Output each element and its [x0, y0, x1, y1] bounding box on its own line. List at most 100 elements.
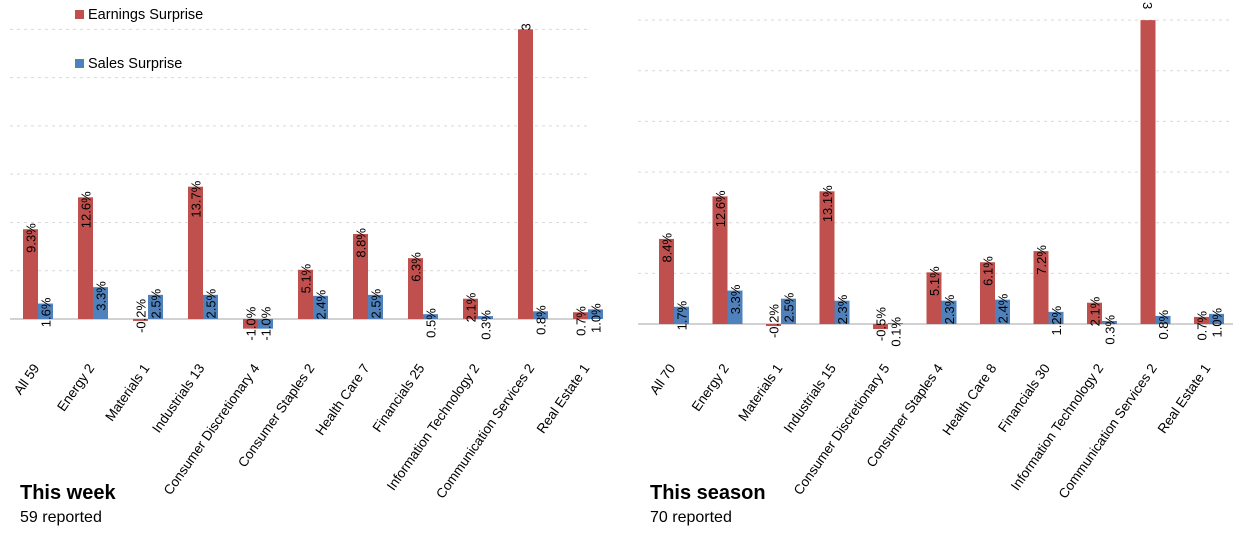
tick-label: Materials 1 — [735, 361, 785, 424]
data-label-sales: 1.0% — [589, 303, 604, 333]
bar-sales — [533, 311, 548, 319]
legend: Earnings Surprise Sales Surprise — [75, 7, 203, 72]
bar-sales — [478, 316, 493, 319]
data-label-sales: 0.8% — [534, 305, 549, 335]
data-label-sales: 0.3% — [1103, 315, 1118, 345]
legend-label-earnings: Earnings Surprise — [88, 7, 203, 23]
data-label-earnings: -0.2% — [134, 299, 149, 333]
bar-earnings — [1140, 20, 1156, 325]
data-label-earnings: -0.5% — [874, 307, 889, 341]
data-label-earnings: 9.3% — [24, 223, 39, 253]
bar-sales — [941, 300, 957, 324]
data-label-sales: 2.4% — [314, 289, 329, 319]
chart-title: This week — [20, 482, 116, 504]
tick-label: Financials 30 — [995, 361, 1053, 435]
bar-sales — [588, 309, 603, 319]
data-label-sales: 2.3% — [942, 294, 957, 324]
data-label-sales: 1.7% — [675, 300, 690, 330]
data-label-earnings: -0.2% — [767, 304, 782, 338]
data-label-sales: 1.6% — [39, 297, 54, 327]
bar-earnings — [243, 319, 258, 329]
chart-title: This season — [650, 482, 766, 504]
bar-earnings — [408, 258, 423, 319]
bar-sales — [423, 314, 438, 319]
bar-earnings — [926, 272, 942, 324]
tick-label: All 70 — [647, 361, 679, 397]
tick-label: Information Technology 2 — [384, 361, 483, 493]
data-label-sales: 2.5% — [782, 292, 797, 322]
data-label-earnings: 13.7% — [189, 180, 204, 217]
bar-sales — [674, 306, 689, 324]
data-label-earnings: 13.1% — [820, 185, 835, 222]
data-label-earnings: 6.3% — [409, 252, 424, 282]
legend-label-sales: Sales Surprise — [88, 56, 182, 72]
bar-earnings — [819, 191, 835, 324]
tick-label: Health Care 8 — [939, 361, 999, 438]
bar-earnings — [980, 262, 995, 324]
tick-label: Materials 1 — [102, 361, 152, 424]
data-label-earnings: 0.7% — [574, 306, 589, 336]
chart-subtitle: 59 reported — [20, 509, 102, 526]
bar-earnings — [463, 298, 478, 319]
tick-label: Real Estate 1 — [534, 361, 593, 436]
tick-label: Energy 2 — [689, 361, 732, 414]
bar-earnings — [353, 234, 368, 319]
bar-earnings — [1087, 302, 1102, 324]
data-label-sales: 0.8% — [1156, 309, 1171, 339]
data-label-earnings: 3 — [519, 23, 534, 30]
tick-label: Communication Services 2 — [433, 361, 537, 501]
bar-earnings — [23, 229, 38, 319]
data-label-sales: 2.5% — [149, 288, 164, 318]
bar-earnings — [518, 29, 533, 319]
bar-sales — [38, 303, 53, 319]
tick-label: All 59 — [11, 361, 43, 397]
data-label-sales: 2.4% — [996, 293, 1011, 323]
data-label-sales: 0.5% — [424, 308, 439, 338]
legend-swatch-sales — [75, 59, 84, 68]
data-label-sales: 2.3% — [835, 294, 850, 324]
data-label-earnings: 0.7% — [1195, 310, 1210, 340]
data-label-earnings: 3 — [1140, 2, 1155, 9]
data-label-earnings: 5.1% — [299, 263, 314, 293]
bar-sales — [781, 298, 796, 324]
bar-sales — [1048, 311, 1064, 324]
bar-sales — [368, 294, 383, 319]
bar-sales — [258, 319, 273, 329]
data-label-earnings: 2.1% — [1088, 296, 1103, 326]
data-label-earnings: 2.1% — [464, 292, 479, 322]
bar-earnings — [78, 197, 93, 319]
bar-sales — [995, 299, 1010, 324]
tick-label: Financials 25 — [370, 361, 428, 435]
data-label-sales: 0.1% — [889, 317, 904, 347]
tick-label: Consumer Discretionary 5 — [791, 361, 893, 497]
data-label-earnings: 8.8% — [354, 228, 369, 258]
bar-earnings — [133, 319, 148, 321]
bar-sales — [888, 322, 903, 324]
bar-sales — [93, 287, 108, 319]
bar-earnings — [659, 238, 674, 324]
bar-earnings — [1194, 316, 1209, 324]
bar-earnings — [766, 324, 781, 327]
bar-sales — [1102, 320, 1117, 324]
bar-sales — [834, 300, 850, 324]
caption-this-season: This season 70 reported — [650, 482, 970, 528]
chart-panel-this-week: 9.3% 1.6% All 59 12.6% 3.3% Energy 2 -0.2% 2.5%… — [0, 0, 620, 535]
tick-label: Real Estate 1 — [1155, 361, 1214, 436]
bar-earnings — [573, 312, 588, 319]
data-label-earnings: 8.4% — [660, 232, 675, 262]
bar-earnings — [298, 269, 313, 319]
data-label-earnings: 5.1% — [927, 266, 942, 296]
bar-sales — [727, 290, 743, 324]
bar-sales — [1155, 315, 1171, 324]
data-label-sales: 3.3% — [728, 284, 743, 314]
data-label-sales: 2.5% — [204, 288, 219, 318]
bar-sales — [313, 295, 328, 319]
data-label-earnings: 12.6% — [713, 190, 728, 227]
tick-label: Industrials 13 — [149, 361, 207, 435]
bar-sales — [148, 294, 163, 319]
bar-earnings — [1033, 251, 1049, 324]
data-label-earnings: 6.1% — [981, 256, 996, 286]
data-label-sales: 1.2% — [1049, 305, 1064, 335]
bar-earnings — [873, 324, 888, 330]
data-label-sales: 1.0% — [1210, 307, 1225, 337]
